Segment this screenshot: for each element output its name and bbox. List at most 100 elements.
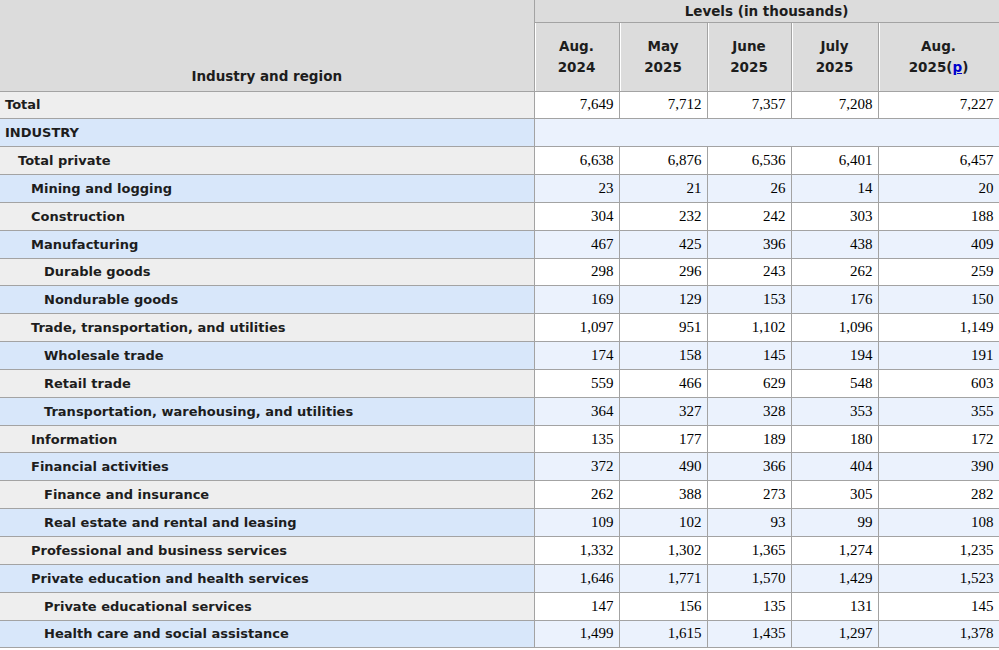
levels-group-header: Levels (in thousands) [534, 0, 999, 22]
column-header-aug-2025: Aug.2025(p) [878, 22, 999, 91]
value-cell-durable-goods-col3: 243 [707, 258, 791, 286]
value-cell-total-private-col3: 6,536 [707, 147, 791, 175]
value-cell-total-col4: 7,208 [791, 91, 878, 119]
value-cell-health-care-and-social-assistance-col5: 1,378 [878, 620, 999, 648]
value-cell-retail-trade-col3: 629 [707, 369, 791, 397]
value-cell-information-col1: 135 [534, 425, 619, 453]
value-cell-real-estate-and-rental-and-leasing-col4: 99 [791, 509, 878, 537]
value-cell-durable-goods-col1: 298 [534, 258, 619, 286]
value-cell-manufacturing-col3: 396 [707, 230, 791, 258]
value-cell-professional-and-business-services-col1: 1,332 [534, 537, 619, 565]
value-cell-retail-trade-col1: 559 [534, 369, 619, 397]
value-cell-professional-and-business-services-col4: 1,274 [791, 537, 878, 565]
value-cell-private-educational-services-col1: 147 [534, 592, 619, 620]
table-row-manufacturing: Manufacturing467425396438409 [0, 230, 999, 258]
column-header-month: June [709, 36, 790, 57]
value-cell-professional-and-business-services-col5: 1,235 [878, 537, 999, 565]
value-cell-health-care-and-social-assistance-col1: 1,499 [534, 620, 619, 648]
row-label-durable-goods: Durable goods [0, 258, 534, 286]
value-cell-private-educational-services-col2: 156 [619, 592, 707, 620]
value-cell-financial-activities-col5: 390 [878, 453, 999, 481]
row-label-professional-and-business-services: Professional and business services [0, 537, 534, 565]
value-cell-nondurable-goods-col3: 153 [707, 286, 791, 314]
column-header-year: 2025 [709, 57, 790, 78]
table-row-nondurable-goods: Nondurable goods169129153176150 [0, 286, 999, 314]
value-cell-total-private-col4: 6,401 [791, 147, 878, 175]
column-header-month: Aug. [880, 36, 998, 57]
row-label-health-care-and-social-assistance: Health care and social assistance [0, 620, 534, 648]
value-cell-financial-activities-col4: 404 [791, 453, 878, 481]
value-cell-transportation-warehousing-and-utilities-col3: 328 [707, 397, 791, 425]
value-cell-wholesale-trade-col2: 158 [619, 342, 707, 370]
row-label-wholesale-trade: Wholesale trade [0, 342, 534, 370]
value-cell-nondurable-goods-col1: 169 [534, 286, 619, 314]
value-cell-total-private-col1: 6,638 [534, 147, 619, 175]
value-cell-durable-goods-col4: 262 [791, 258, 878, 286]
value-cell-finance-and-insurance-col2: 388 [619, 481, 707, 509]
row-label-total-private: Total private [0, 147, 534, 175]
row-label-private-educational-services: Private educational services [0, 592, 534, 620]
table-row-professional-and-business-services: Professional and business services1,3321… [0, 537, 999, 565]
value-cell-total-col1: 7,649 [534, 91, 619, 119]
value-cell-retail-trade-col5: 603 [878, 369, 999, 397]
column-header-month: May [621, 36, 706, 57]
value-cell-transportation-warehousing-and-utilities-col1: 364 [534, 397, 619, 425]
row-label-retail-trade: Retail trade [0, 369, 534, 397]
value-cell-real-estate-and-rental-and-leasing-col3: 93 [707, 509, 791, 537]
value-cell-health-care-and-social-assistance-col2: 1,615 [619, 620, 707, 648]
table-row-trade-transportation-and-utilities: Trade, transportation, and utilities1,09… [0, 314, 999, 342]
column-header-aug-2024: Aug.2024 [534, 22, 619, 91]
table-row-private-education-and-health-services: Private education and health services1,6… [0, 564, 999, 592]
employment-levels-table: Industry and region Levels (in thousands… [0, 0, 999, 648]
table-row-information: Information135177189180172 [0, 425, 999, 453]
value-cell-mining-and-logging-col5: 20 [878, 175, 999, 203]
value-cell-nondurable-goods-col4: 176 [791, 286, 878, 314]
value-cell-nondurable-goods-col5: 150 [878, 286, 999, 314]
column-header-month: Aug. [536, 36, 618, 57]
value-cell-manufacturing-col4: 438 [791, 230, 878, 258]
value-cell-mining-and-logging-col1: 23 [534, 175, 619, 203]
row-label-construction: Construction [0, 202, 534, 230]
table-row-financial-activities: Financial activities372490366404390 [0, 453, 999, 481]
column-header-year: 2025(p) [880, 57, 998, 78]
row-label-trade-transportation-and-utilities: Trade, transportation, and utilities [0, 314, 534, 342]
value-cell-trade-transportation-and-utilities-col5: 1,149 [878, 314, 999, 342]
value-cell-construction-col4: 303 [791, 202, 878, 230]
footnote-p-link[interactable]: p [952, 59, 962, 75]
value-cell-health-care-and-social-assistance-col3: 1,435 [707, 620, 791, 648]
value-cell-health-care-and-social-assistance-col4: 1,297 [791, 620, 878, 648]
value-cell-total-col5: 7,227 [878, 91, 999, 119]
column-header-may-2025: May2025 [619, 22, 707, 91]
value-cell-retail-trade-col2: 466 [619, 369, 707, 397]
value-cell-trade-transportation-and-utilities-col1: 1,097 [534, 314, 619, 342]
value-cell-manufacturing-col1: 467 [534, 230, 619, 258]
row-label-finance-and-insurance: Finance and insurance [0, 481, 534, 509]
column-header-year: 2025 [621, 57, 706, 78]
table-row-health-care-and-social-assistance: Health care and social assistance1,4991,… [0, 620, 999, 648]
value-cell-wholesale-trade-col5: 191 [878, 342, 999, 370]
value-cell-private-educational-services-col3: 135 [707, 592, 791, 620]
value-cell-financial-activities-col2: 490 [619, 453, 707, 481]
value-cell-wholesale-trade-col3: 145 [707, 342, 791, 370]
value-cell-private-education-and-health-services-col3: 1,570 [707, 564, 791, 592]
value-cell-professional-and-business-services-col3: 1,365 [707, 537, 791, 565]
value-cell-professional-and-business-services-col2: 1,302 [619, 537, 707, 565]
value-cell-real-estate-and-rental-and-leasing-col5: 108 [878, 509, 999, 537]
value-cell-mining-and-logging-col3: 26 [707, 175, 791, 203]
value-cell-total-col2: 7,712 [619, 91, 707, 119]
column-header-month: July [793, 36, 877, 57]
value-cell-real-estate-and-rental-and-leasing-col2: 102 [619, 509, 707, 537]
employment-table-viewport: Industry and region Levels (in thousands… [0, 0, 999, 650]
value-cell-construction-col1: 304 [534, 202, 619, 230]
value-cell-wholesale-trade-col4: 194 [791, 342, 878, 370]
section-spacer-cell [534, 119, 999, 147]
table-row-total-private: Total private6,6386,8766,5366,4016,457 [0, 147, 999, 175]
value-cell-finance-and-insurance-col1: 262 [534, 481, 619, 509]
value-cell-transportation-warehousing-and-utilities-col5: 355 [878, 397, 999, 425]
value-cell-trade-transportation-and-utilities-col4: 1,096 [791, 314, 878, 342]
value-cell-mining-and-logging-col4: 14 [791, 175, 878, 203]
table-header: Industry and region Levels (in thousands… [0, 0, 999, 91]
value-cell-total-private-col2: 6,876 [619, 147, 707, 175]
table-row-mining-and-logging: Mining and logging2321261420 [0, 175, 999, 203]
row-label-mining-and-logging: Mining and logging [0, 175, 534, 203]
